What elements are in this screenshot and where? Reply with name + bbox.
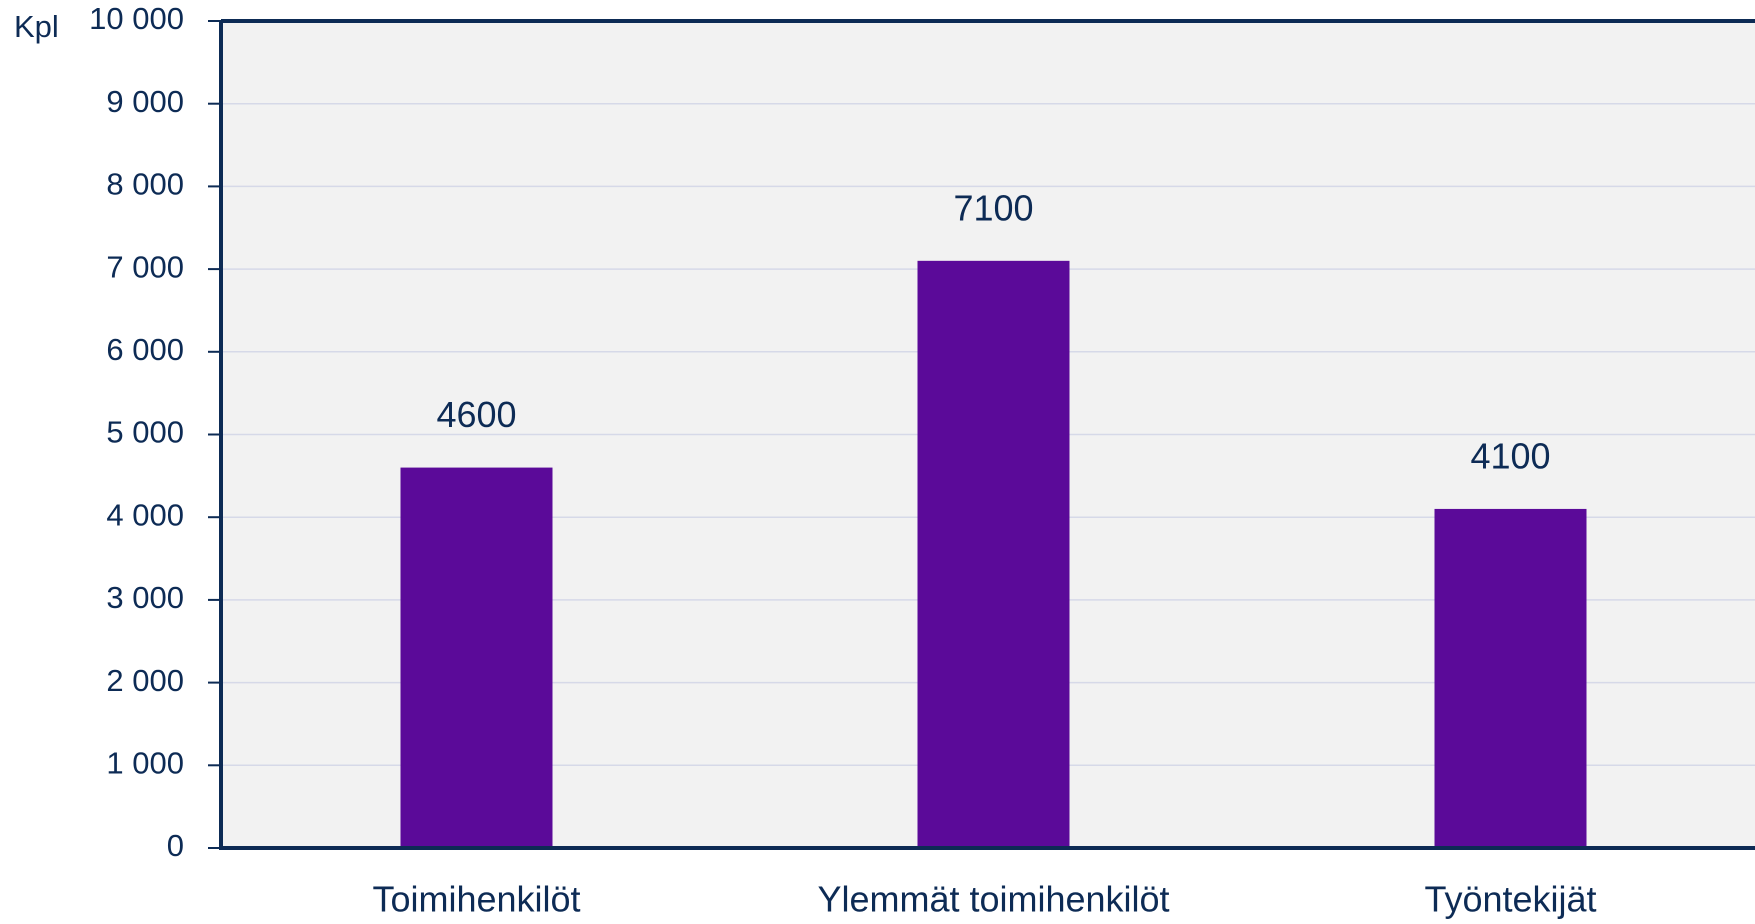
value-label: 4600	[436, 394, 516, 435]
bar	[400, 467, 553, 848]
y-tick-label: 8 000	[106, 167, 184, 202]
bar	[917, 260, 1070, 849]
bar	[1434, 508, 1587, 848]
y-tick-label: 6 000	[106, 332, 184, 367]
y-tick-label: 1 000	[106, 745, 184, 780]
y-tick-label: 2 000	[106, 663, 184, 698]
value-label: 7100	[953, 187, 1033, 228]
marks	[400, 260, 1587, 849]
y-tick-label: 7 000	[106, 249, 184, 284]
y-tick-label: 3 000	[106, 580, 184, 615]
y-tick-label: 9 000	[106, 84, 184, 119]
x-tick-label: Ylemmät toimihenkilöt	[817, 879, 1169, 920]
y-tick-label: 10 000	[89, 1, 184, 36]
value-label: 4100	[1470, 435, 1550, 476]
y-tick-label: 4 000	[106, 497, 184, 532]
x-tick-label: Toimihenkilöt	[372, 879, 580, 920]
x-tick-label: Työntekijät	[1424, 879, 1596, 920]
y-axis-label: Kpl	[14, 9, 59, 44]
y-tick-label: 5 000	[106, 415, 184, 450]
y-tick-label: 0	[167, 828, 184, 863]
